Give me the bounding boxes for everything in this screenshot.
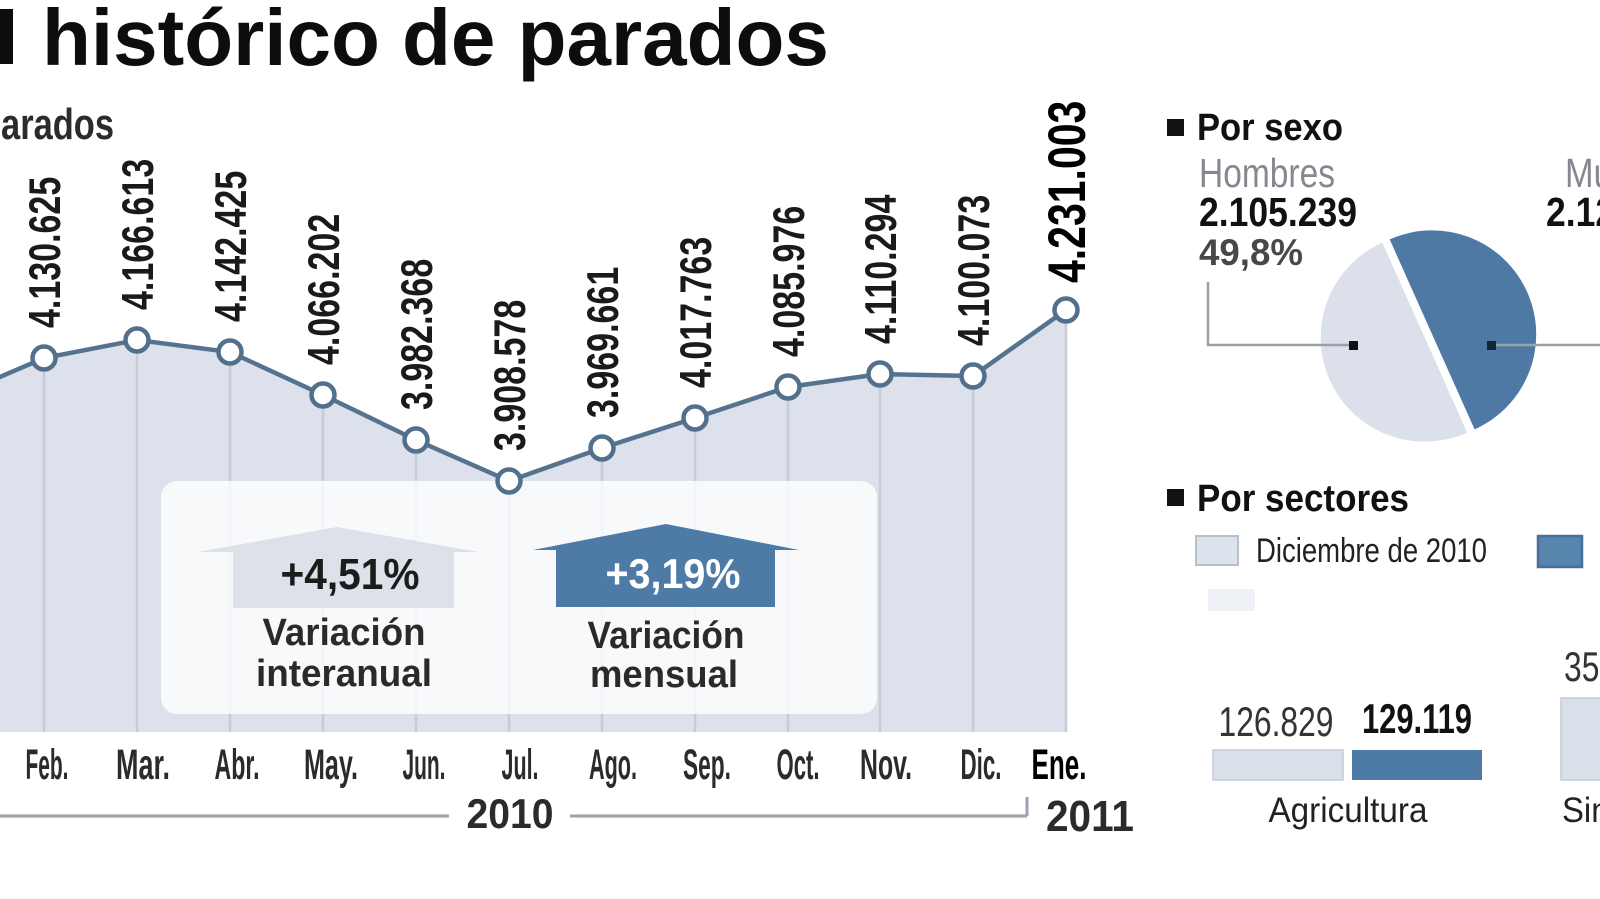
svg-text:Jul.: Jul. [502, 741, 539, 789]
svg-text:Sep.: Sep. [683, 741, 731, 789]
svg-text:2.105.239: 2.105.239 [1199, 189, 1357, 235]
svg-text:Diciembre de 2010: Diciembre de 2010 [1256, 532, 1487, 570]
svg-text:4.130.625: 4.130.625 [21, 177, 70, 328]
svg-text:Ago.: Ago. [589, 741, 637, 789]
svg-text:4.017.763: 4.017.763 [672, 237, 721, 388]
svg-text:Abr.: Abr. [215, 741, 260, 789]
svg-text:mensual: mensual [590, 654, 738, 696]
svg-text:3.908.578: 3.908.578 [486, 300, 535, 451]
svg-text:Nov.: Nov. [860, 741, 912, 789]
svg-text:4.231.003: 4.231.003 [1038, 101, 1097, 283]
svg-text:parados: parados [0, 100, 114, 149]
svg-text:Ene.: Ene. [1032, 741, 1087, 789]
svg-text:49,8%: 49,8% [1199, 232, 1303, 273]
svg-text:4.110.294: 4.110.294 [857, 195, 906, 344]
svg-text:351.606: 351.606 [1564, 643, 1600, 690]
svg-text:+4,51%: +4,51% [281, 550, 420, 599]
svg-text:histórico de parados: histórico de parados [42, 0, 829, 82]
svg-text:3.982.368: 3.982.368 [393, 259, 442, 410]
svg-text:Por sexo: Por sexo [1197, 107, 1343, 149]
svg-text:2010: 2010 [467, 790, 554, 837]
svg-text:3.969.661: 3.969.661 [579, 267, 628, 418]
svg-text:4.166.613: 4.166.613 [114, 159, 163, 310]
svg-text:4.085.976: 4.085.976 [765, 206, 814, 357]
svg-text:Mujeres: Mujeres [1565, 150, 1600, 196]
svg-text:Sin empleo anterior: Sin empleo anterior [1562, 791, 1600, 830]
svg-text:Feb.: Feb. [26, 741, 69, 789]
svg-text:129.119: 129.119 [1362, 695, 1472, 742]
svg-text:May.: May. [304, 741, 358, 789]
svg-text:+3,19%: +3,19% [606, 550, 741, 597]
svg-text:4.100.073: 4.100.073 [950, 195, 999, 346]
svg-text:Por sectores: Por sectores [1197, 478, 1409, 520]
svg-text:Jun.: Jun. [403, 741, 446, 789]
svg-text:Variación: Variación [263, 612, 426, 654]
svg-text:Dic.: Dic. [961, 741, 1002, 789]
svg-text:Mar.: Mar. [116, 741, 170, 789]
svg-text:Variación: Variación [588, 615, 745, 657]
svg-text:126.829: 126.829 [1219, 698, 1334, 745]
svg-text:2011: 2011 [1046, 792, 1134, 841]
svg-text:4.066.202: 4.066.202 [300, 214, 349, 365]
svg-text:Agricultura: Agricultura [1269, 791, 1429, 830]
svg-text:4.142.425: 4.142.425 [207, 171, 256, 322]
svg-text:interanual: interanual [256, 653, 432, 695]
svg-text:2.125.764: 2.125.764 [1546, 189, 1600, 235]
svg-text:Hombres: Hombres [1199, 150, 1335, 196]
svg-text:Oct.: Oct. [777, 741, 820, 789]
